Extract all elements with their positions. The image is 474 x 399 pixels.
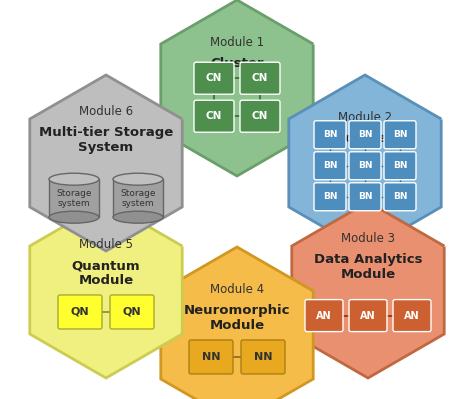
Text: Module 3: Module 3: [341, 233, 395, 245]
Text: Data Analytics
Module: Data Analytics Module: [314, 253, 422, 281]
Polygon shape: [30, 202, 182, 378]
Ellipse shape: [49, 173, 99, 185]
Text: Cluster: Cluster: [210, 57, 264, 70]
Polygon shape: [289, 75, 441, 251]
Text: BN: BN: [323, 130, 337, 139]
FancyBboxPatch shape: [384, 121, 416, 149]
Polygon shape: [30, 75, 182, 251]
Text: BN: BN: [358, 130, 372, 139]
Text: BN: BN: [393, 130, 407, 139]
FancyBboxPatch shape: [240, 100, 280, 132]
Text: Module 1: Module 1: [210, 36, 264, 49]
FancyBboxPatch shape: [314, 121, 346, 149]
Text: Storage
system: Storage system: [120, 188, 156, 208]
Text: BN: BN: [323, 192, 337, 201]
FancyBboxPatch shape: [189, 340, 233, 374]
Polygon shape: [292, 202, 444, 378]
Text: CN: CN: [252, 111, 268, 121]
Text: Module 6: Module 6: [79, 105, 133, 119]
Polygon shape: [161, 0, 313, 176]
Text: Module 2: Module 2: [338, 111, 392, 124]
FancyBboxPatch shape: [384, 183, 416, 211]
Text: NN: NN: [202, 352, 220, 362]
Text: BN: BN: [323, 161, 337, 170]
FancyBboxPatch shape: [194, 62, 234, 94]
FancyBboxPatch shape: [305, 300, 343, 332]
Text: Module 5: Module 5: [79, 238, 133, 251]
Ellipse shape: [113, 173, 163, 185]
Bar: [113, 179, 163, 217]
Polygon shape: [161, 247, 313, 399]
Ellipse shape: [49, 211, 99, 223]
FancyBboxPatch shape: [58, 295, 102, 329]
FancyBboxPatch shape: [314, 183, 346, 211]
Text: BN: BN: [358, 192, 372, 201]
FancyBboxPatch shape: [194, 100, 234, 132]
Ellipse shape: [113, 211, 163, 223]
FancyBboxPatch shape: [349, 121, 381, 149]
Text: BN: BN: [393, 161, 407, 170]
Text: CN: CN: [206, 73, 222, 83]
FancyBboxPatch shape: [393, 300, 431, 332]
Text: AN: AN: [316, 310, 332, 321]
Text: AN: AN: [360, 310, 376, 321]
FancyBboxPatch shape: [110, 295, 154, 329]
Text: QN: QN: [71, 307, 89, 317]
FancyBboxPatch shape: [240, 62, 280, 94]
Text: AN: AN: [404, 310, 420, 321]
Text: CN: CN: [206, 111, 222, 121]
FancyBboxPatch shape: [349, 152, 381, 180]
Text: Module 4: Module 4: [210, 283, 264, 296]
Text: Neuromorphic
Module: Neuromorphic Module: [184, 304, 290, 332]
FancyBboxPatch shape: [314, 152, 346, 180]
FancyBboxPatch shape: [384, 152, 416, 180]
FancyBboxPatch shape: [241, 340, 285, 374]
Text: Booster: Booster: [336, 132, 394, 145]
Text: CN: CN: [252, 73, 268, 83]
Text: NN: NN: [254, 352, 272, 362]
Text: QN: QN: [123, 307, 141, 317]
Text: BN: BN: [358, 161, 372, 170]
Text: Multi-tier Storage
System: Multi-tier Storage System: [39, 126, 173, 154]
Text: BN: BN: [393, 192, 407, 201]
FancyBboxPatch shape: [349, 183, 381, 211]
Text: Quantum
Module: Quantum Module: [72, 259, 140, 287]
Bar: [49, 179, 99, 217]
Text: Storage
system: Storage system: [56, 188, 92, 208]
FancyBboxPatch shape: [349, 300, 387, 332]
